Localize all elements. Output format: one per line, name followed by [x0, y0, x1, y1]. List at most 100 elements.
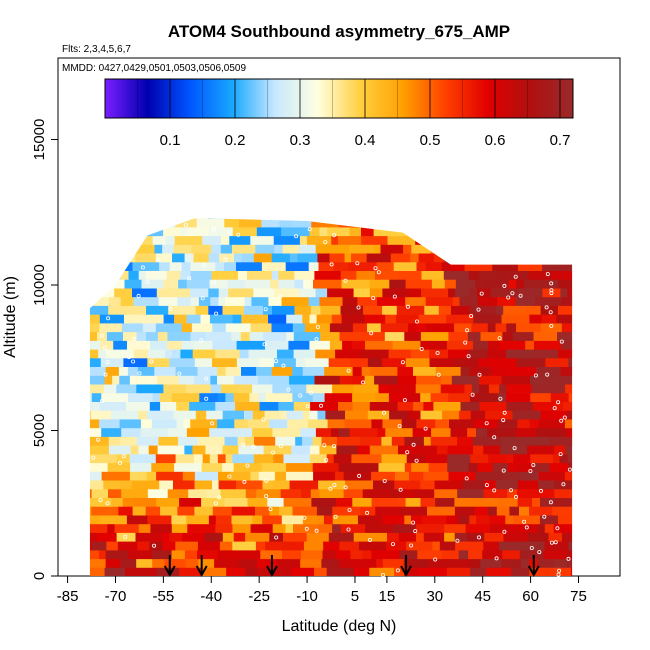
heatmap-cell — [273, 453, 285, 464]
sample-marker — [539, 488, 544, 493]
heatmap-cell — [423, 401, 434, 411]
heatmap-cell — [283, 532, 308, 542]
heatmap-cell — [517, 480, 539, 490]
heatmap-cell — [498, 541, 510, 551]
colorbar-tick-label: 0.4 — [355, 132, 376, 149]
heatmap-cell — [106, 331, 124, 341]
sample-marker — [204, 376, 209, 381]
heatmap-cell — [322, 549, 337, 560]
sample-marker — [518, 293, 523, 298]
sample-marker — [524, 525, 529, 530]
heatmap-cell — [220, 244, 233, 254]
heatmap-cell — [490, 253, 514, 263]
sample-marker — [357, 473, 362, 478]
heatmap-cell — [311, 218, 339, 228]
heatmap-cell — [377, 532, 388, 542]
heatmap-cell — [222, 445, 239, 455]
y-tick-label: 10000 — [31, 264, 48, 306]
heatmap-cell — [473, 445, 484, 455]
heatmap-cell — [233, 253, 243, 263]
heatmap-cell — [576, 270, 590, 279]
sample-marker — [559, 339, 564, 344]
sample-marker — [183, 222, 188, 227]
sample-marker — [376, 270, 381, 275]
sample-marker — [562, 415, 567, 420]
heatmap-cell — [503, 305, 527, 315]
heatmap-cell — [551, 567, 572, 576]
heatmap-cell — [173, 410, 197, 420]
sample-marker — [271, 450, 276, 455]
heatmap-cell — [148, 349, 166, 359]
heatmap-cell — [165, 349, 173, 359]
heatmap-cell — [292, 392, 314, 402]
heatmap-cell — [415, 235, 427, 245]
heatmap-cell — [125, 567, 148, 576]
heatmap-cell — [219, 253, 235, 263]
heatmap-cell — [471, 383, 480, 394]
sample-marker — [136, 293, 141, 298]
heatmap-cell — [531, 218, 541, 228]
heatmap-cell — [403, 244, 412, 254]
heatmap-cell — [549, 436, 573, 446]
heatmap-cell — [183, 418, 191, 429]
heatmap-cell — [195, 410, 207, 420]
heatmap-cell — [178, 279, 188, 289]
heatmap-cell — [544, 523, 555, 533]
sample-marker — [566, 556, 571, 561]
heatmap-cell — [259, 357, 275, 367]
heatmap-cell — [249, 331, 264, 341]
heatmap-cell — [430, 436, 458, 446]
heatmap-cell — [212, 357, 238, 367]
heatmap-cell — [501, 436, 531, 446]
heatmap-cell — [577, 218, 584, 227]
heatmap-cell — [118, 366, 129, 376]
heatmap-cell — [329, 253, 346, 263]
heatmap-cell — [423, 471, 450, 481]
heatmap-cell — [554, 445, 566, 455]
heatmap-cell — [121, 218, 134, 219]
sample-marker — [245, 463, 250, 468]
flights-label: Flts: 2,3,4,5,6,7 — [62, 44, 131, 55]
heatmap-cell — [517, 418, 531, 429]
heatmap-cell — [401, 418, 418, 429]
heatmap-cell — [522, 218, 544, 219]
heatmap-cell — [517, 488, 529, 498]
heatmap-cell — [288, 340, 310, 350]
heatmap-cell — [469, 514, 477, 525]
heatmap-cell — [305, 322, 331, 333]
heatmap-cell — [425, 453, 448, 464]
heatmap-cell — [339, 331, 359, 341]
sample-marker — [242, 479, 247, 484]
profile-arrow-head — [266, 565, 278, 578]
heatmap-cell — [514, 462, 533, 472]
heatmap-cell — [398, 445, 412, 455]
heatmap-cell — [301, 549, 324, 560]
heatmap-cell — [545, 357, 569, 367]
heatmap-cell — [411, 462, 430, 472]
heatmap-cell — [349, 226, 362, 237]
heatmap-cell — [371, 497, 400, 507]
heatmap-cell — [329, 322, 354, 333]
sample-marker — [304, 526, 309, 531]
heatmap-cell — [469, 218, 488, 219]
heatmap-cell — [256, 218, 275, 219]
heatmap-cell — [449, 418, 475, 429]
x-tick-label: -40 — [200, 588, 222, 605]
heatmap-cell — [209, 453, 219, 464]
heatmap-cell — [186, 514, 210, 525]
heatmap-cell — [228, 287, 254, 298]
heatmap-cell — [479, 375, 503, 385]
sample-marker — [332, 233, 337, 238]
heatmap-cell — [195, 305, 209, 315]
heatmap-cell — [340, 305, 364, 315]
heatmap-cell — [447, 462, 457, 472]
heatmap-cell — [162, 532, 170, 542]
heatmap-cell — [194, 375, 211, 385]
heatmap-cell — [132, 261, 160, 271]
heatmap-cell — [423, 532, 445, 542]
heatmap-cell — [318, 523, 333, 533]
heatmap-cell — [436, 445, 449, 455]
heatmap-cell — [232, 453, 255, 464]
heatmap-cell — [136, 305, 147, 315]
heatmap-cell — [124, 279, 142, 289]
